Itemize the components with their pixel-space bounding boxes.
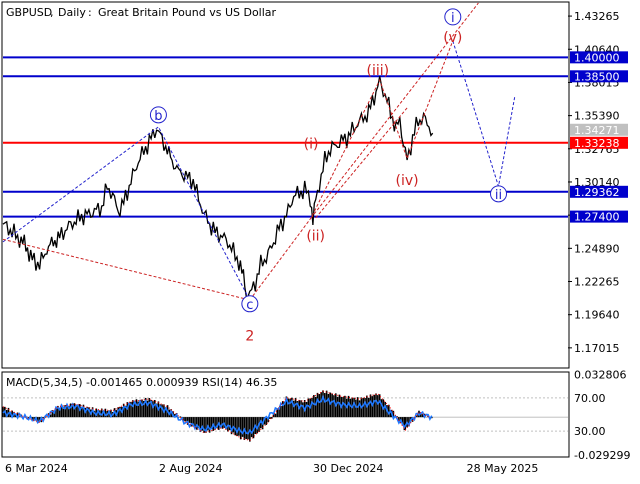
macd-bar [154, 400, 156, 417]
level-label: 1.33238 [574, 137, 620, 150]
wave-label: 2 [245, 328, 254, 344]
macd-bar [313, 395, 315, 417]
wave-label: (ii) [306, 229, 325, 245]
macd-bar [348, 396, 350, 417]
macd-bar [319, 394, 321, 417]
indicator-tick-label: 70.00 [574, 392, 606, 405]
indicator-tick-label: 30.00 [574, 425, 606, 438]
indicator-tick-label: 0.032806 [574, 369, 627, 382]
macd-bar [373, 395, 375, 417]
macd-bar [233, 417, 235, 432]
macd-bar [132, 400, 134, 417]
macd-bar [295, 398, 297, 417]
macd-bar [245, 417, 247, 439]
macd-bar [209, 417, 211, 433]
macd-bar [180, 416, 182, 417]
macd-bar [370, 394, 372, 417]
macd-bar [320, 392, 322, 417]
macd-bar [384, 402, 386, 417]
macd-bar [300, 400, 302, 417]
macd-bar [375, 393, 377, 417]
wave-label: c [246, 298, 253, 313]
macd-bar [353, 398, 355, 417]
macd-bar [222, 417, 224, 429]
chart-header-timeframe: Daily [58, 6, 86, 19]
macd-bar [136, 399, 138, 417]
macd-bar [275, 414, 277, 417]
macd-bar [72, 406, 74, 417]
macd-bar [388, 405, 390, 417]
macd-bar [189, 417, 191, 423]
indicator-title: MACD(5,34,5) -0.001465 0.000939 RSI(14) … [6, 376, 277, 389]
macd-bar [311, 398, 313, 417]
macd-bar [333, 395, 335, 417]
macd-bar [362, 398, 364, 417]
wave-label: (iii) [367, 63, 390, 79]
macd-bar [379, 394, 381, 417]
chart-header-sep2: : [88, 6, 92, 19]
x-tick-label: 2 Aug 2024 [159, 462, 222, 475]
macd-bar [251, 417, 253, 437]
level-label: 1.34271 [574, 124, 620, 137]
macd-bar [377, 395, 379, 417]
y-tick-label: 1.19640 [574, 309, 620, 322]
macd-bar [315, 397, 317, 417]
macd-bar [342, 397, 344, 417]
wave-label: b [154, 109, 162, 124]
macd-bar [148, 398, 150, 417]
macd-bar [326, 391, 328, 417]
macd-bar [302, 402, 304, 417]
chart-header-sep1: , [50, 6, 54, 19]
macd-bar [234, 417, 236, 435]
y-tick-label: 1.35390 [574, 110, 620, 123]
macd-bar [238, 417, 240, 436]
macd-bar [317, 393, 319, 417]
y-tick-label: 1.17015 [574, 342, 620, 355]
macd-bar [185, 417, 187, 421]
x-tick-label: 30 Dec 2024 [313, 462, 383, 475]
macd-bar [368, 398, 370, 417]
macd-bar [355, 400, 357, 418]
macd-bar [328, 394, 330, 417]
macd-bar [227, 417, 229, 431]
x-tick-label: 6 Mar 2024 [5, 462, 68, 475]
level-label: 1.27400 [574, 211, 620, 224]
macd-bar [324, 393, 326, 417]
x-tick-label: 28 May 2025 [467, 462, 539, 475]
wave-label: (v) [443, 30, 462, 46]
macd-bar [306, 402, 308, 417]
y-tick-label: 1.22265 [574, 275, 620, 288]
macd-bar [331, 394, 333, 417]
wave-label: ii [495, 188, 502, 203]
macd-bar [337, 397, 339, 417]
y-tick-label: 1.43265 [574, 10, 620, 23]
level-label: 1.40000 [574, 51, 620, 64]
macd-bar [276, 409, 278, 417]
level-label: 1.38500 [574, 70, 620, 83]
macd-bar [308, 399, 310, 418]
y-tick-label: 1.24890 [574, 242, 620, 255]
wave-label: (iv) [396, 173, 419, 189]
indicator-tick-label: -0.029299 [574, 449, 630, 462]
wave-label: (i) [304, 136, 319, 152]
chart-header-description: Great Britain Pound vs US Dollar [98, 6, 277, 19]
macd-bar [240, 417, 242, 439]
level-label: 1.29362 [574, 186, 620, 199]
macd-bar [322, 390, 324, 417]
chart-header-symbol: GBPUSD [6, 6, 52, 19]
macd-bar [350, 399, 352, 417]
macd-bar [247, 417, 249, 439]
wave-label: i [451, 11, 455, 26]
